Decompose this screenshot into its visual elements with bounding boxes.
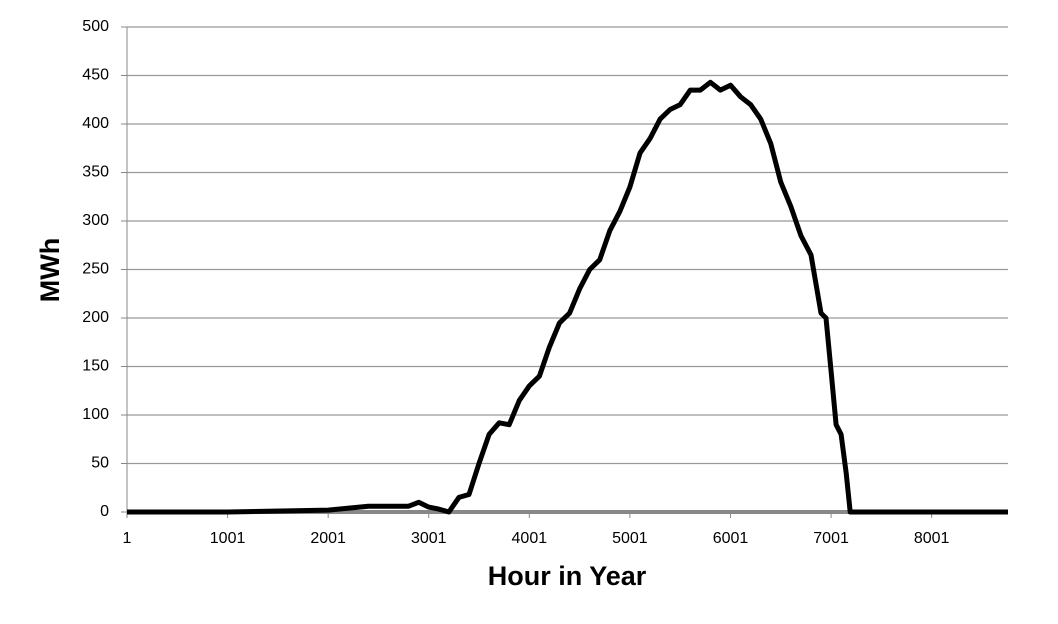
y-axis-title: MWh [35, 238, 65, 302]
y-tick-label: 350 [82, 164, 109, 181]
x-tick-label: 1 [123, 530, 132, 547]
x-axis-title: Hour in Year [488, 561, 647, 591]
y-tick-label: 50 [91, 455, 109, 472]
y-tick-label: 100 [82, 406, 109, 423]
x-tick-label: 1001 [210, 530, 246, 547]
x-tick-label: 6001 [713, 530, 749, 547]
x-tick-label: 7001 [813, 530, 849, 547]
y-tick-label: 300 [82, 212, 109, 229]
x-tick-label: 2001 [310, 530, 346, 547]
x-tick-label: 4001 [512, 530, 548, 547]
data-line [127, 79, 1008, 515]
y-tick-label: 200 [82, 309, 109, 326]
x-tick-label: 5001 [612, 530, 648, 547]
y-tick-label: 250 [82, 261, 109, 278]
x-tick-label: 8001 [914, 530, 950, 547]
y-tick-label: 0 [100, 503, 109, 520]
y-tick-label: 450 [82, 67, 109, 84]
y-tick-label: 500 [82, 18, 109, 35]
y-tick-label: 400 [82, 115, 109, 132]
y-tick-label: 150 [82, 358, 109, 375]
x-tick-label: 3001 [411, 530, 447, 547]
